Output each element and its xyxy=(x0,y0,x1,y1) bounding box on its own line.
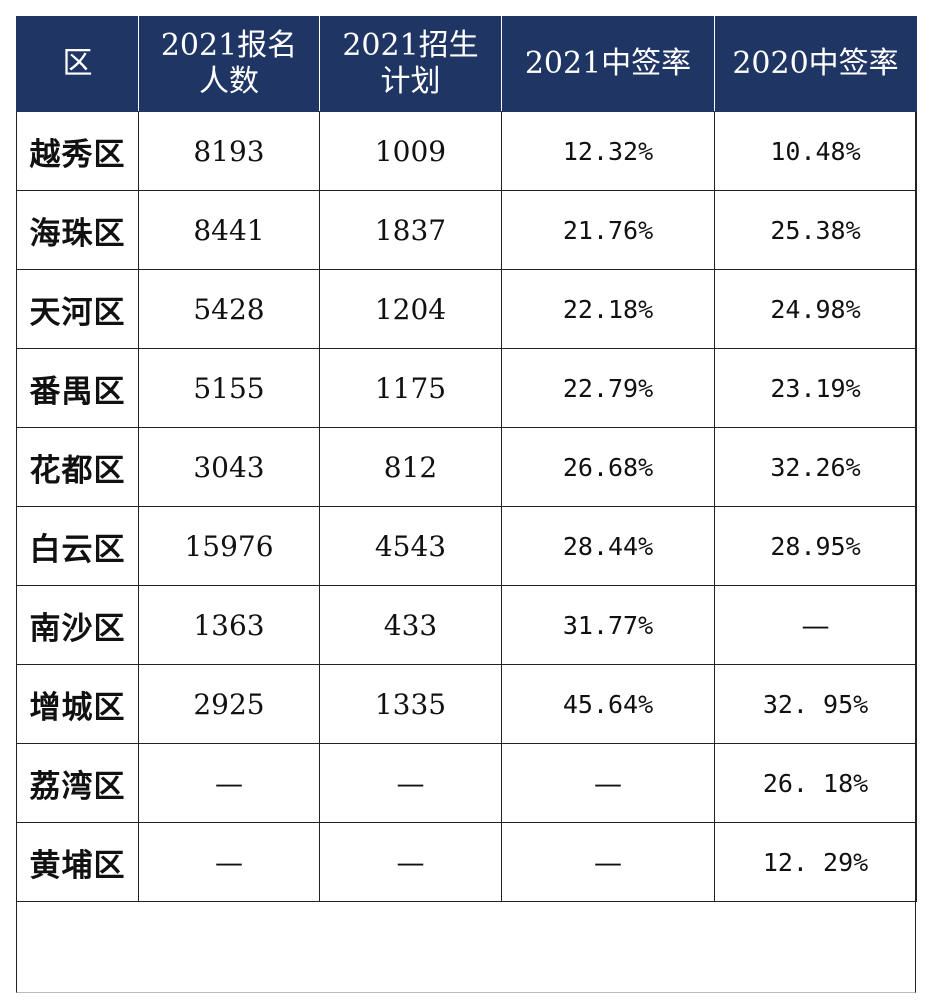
cell-rate-2021: — xyxy=(501,822,715,902)
cell-district: 荔湾区 xyxy=(16,743,139,823)
header-applicants: 2021报名 人数 xyxy=(138,16,320,112)
cell-rate-2021: 28.44% xyxy=(501,506,715,586)
cell-applicants: 3043 xyxy=(138,427,320,507)
cell-plan: 1009 xyxy=(319,111,502,191)
cell-applicants: 15976 xyxy=(138,506,320,586)
cell-plan: 1837 xyxy=(319,190,502,270)
cell-rate-2021: 26.68% xyxy=(501,427,715,507)
cell-plan: 1335 xyxy=(319,664,502,744)
cell-applicants: 1363 xyxy=(138,585,320,665)
header-applicants-line1: 2021报名 xyxy=(160,28,298,63)
header-plan: 2021招生 计划 xyxy=(319,16,502,112)
table-row: 番禺区 5155 1175 22.79% 23.19% xyxy=(16,348,917,428)
header-applicants-line2: 人数 xyxy=(199,64,259,99)
cell-rate-2020: 25.38% xyxy=(714,190,917,270)
cell-plan: 1175 xyxy=(319,348,502,428)
table-row: 白云区 15976 4543 28.44% 28.95% xyxy=(16,506,917,586)
cell-rate-2021: 31.77% xyxy=(501,585,715,665)
table-row: 花都区 3043 812 26.68% 32.26% xyxy=(16,427,917,507)
header-rate-2021: 2021中签率 xyxy=(501,16,715,112)
cell-rate-2020: 26. 18% xyxy=(714,743,917,823)
header-district: 区 xyxy=(16,16,139,112)
cell-plan: 1204 xyxy=(319,269,502,349)
cell-district: 黄埔区 xyxy=(16,822,139,902)
table-row: 海珠区 8441 1837 21.76% 25.38% xyxy=(16,190,917,270)
cell-district: 番禺区 xyxy=(16,348,139,428)
cell-applicants: 8193 xyxy=(138,111,320,191)
cell-district: 海珠区 xyxy=(16,190,139,270)
cell-district: 白云区 xyxy=(16,506,139,586)
header-plan-line2: 计划 xyxy=(380,64,441,99)
table-header: 区 2021报名 人数 2021招生 计划 2021中签率 2020中签率 xyxy=(16,16,917,112)
table-row: 天河区 5428 1204 22.18% 24.98% xyxy=(16,269,917,349)
cell-plan: 4543 xyxy=(319,506,502,586)
table-row: 越秀区 8193 1009 12.32% 10.48% xyxy=(16,111,917,191)
table-body: 越秀区 8193 1009 12.32% 10.48% 海珠区 8441 183… xyxy=(16,111,917,902)
cell-district: 增城区 xyxy=(16,664,139,744)
cell-applicants: — xyxy=(138,743,320,823)
cell-plan: 812 xyxy=(319,427,502,507)
cell-rate-2021: 22.79% xyxy=(501,348,715,428)
cell-district: 花都区 xyxy=(16,427,139,507)
cell-rate-2020: 32.26% xyxy=(714,427,917,507)
cell-rate-2021: 22.18% xyxy=(501,269,715,349)
cell-rate-2020: 12. 29% xyxy=(714,822,917,902)
cell-rate-2020: — xyxy=(714,585,917,665)
cell-district: 越秀区 xyxy=(16,111,139,191)
header-rate-2020: 2020中签率 xyxy=(714,16,917,112)
header-plan-line1: 2021招生 xyxy=(342,28,479,63)
cell-rate-2020: 24.98% xyxy=(714,269,917,349)
cell-rate-2020: 10.48% xyxy=(714,111,917,191)
cell-applicants: 2925 xyxy=(138,664,320,744)
table-row: 荔湾区 — — — 26. 18% xyxy=(16,743,917,823)
cell-plan: — xyxy=(319,822,502,902)
table-row: 黄埔区 — — — 12. 29% xyxy=(16,822,917,902)
cell-rate-2020: 32. 95% xyxy=(714,664,917,744)
cell-rate-2021: 21.76% xyxy=(501,190,715,270)
header-row: 区 2021报名 人数 2021招生 计划 2021中签率 2020中签率 xyxy=(16,16,917,112)
cell-rate-2021: — xyxy=(501,743,715,823)
cell-rate-2020: 23.19% xyxy=(714,348,917,428)
cell-district: 南沙区 xyxy=(16,585,139,665)
cell-rate-2021: 12.32% xyxy=(501,111,715,191)
lottery-rate-table: 区 2021报名 人数 2021招生 计划 2021中签率 2020中签率 越秀… xyxy=(16,16,917,902)
table-row: 增城区 2925 1335 45.64% 32. 95% xyxy=(16,664,917,744)
cell-applicants: 8441 xyxy=(138,190,320,270)
cell-district: 天河区 xyxy=(16,269,139,349)
cell-rate-2020: 28.95% xyxy=(714,506,917,586)
cell-plan: 433 xyxy=(319,585,502,665)
cell-applicants: 5155 xyxy=(138,348,320,428)
cell-plan: — xyxy=(319,743,502,823)
cell-applicants: — xyxy=(138,822,320,902)
cell-rate-2021: 45.64% xyxy=(501,664,715,744)
table-row: 南沙区 1363 433 31.77% — xyxy=(16,585,917,665)
cell-applicants: 5428 xyxy=(138,269,320,349)
